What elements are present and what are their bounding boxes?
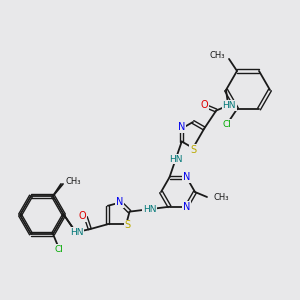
Text: Cl: Cl [223, 120, 231, 129]
Text: HN: HN [223, 101, 236, 110]
Text: S: S [190, 145, 196, 155]
Text: S: S [124, 220, 130, 230]
Text: HN: HN [169, 155, 182, 164]
Text: O: O [200, 100, 208, 110]
Text: N: N [178, 122, 185, 133]
Text: O: O [79, 211, 87, 221]
Text: CH₃: CH₃ [209, 51, 225, 60]
Text: HN: HN [70, 228, 84, 237]
Text: CH₃: CH₃ [213, 193, 229, 202]
Text: N: N [116, 197, 123, 207]
Text: N: N [183, 202, 190, 212]
Text: CH₃: CH₃ [65, 177, 80, 186]
Text: HN: HN [143, 205, 156, 214]
Text: N: N [183, 172, 190, 182]
Text: Cl: Cl [55, 244, 63, 253]
